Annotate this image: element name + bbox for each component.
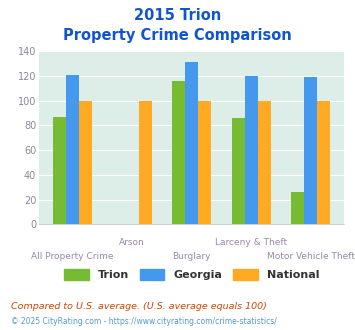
Bar xyxy=(291,192,304,224)
Text: Larceny & Theft: Larceny & Theft xyxy=(215,238,287,247)
Text: Property Crime Comparison: Property Crime Comparison xyxy=(63,28,292,43)
Bar xyxy=(317,101,331,224)
Legend: Trion, Georgia, National: Trion, Georgia, National xyxy=(60,264,323,285)
Text: Burglary: Burglary xyxy=(173,252,211,261)
Bar xyxy=(66,75,79,224)
Bar xyxy=(185,62,198,224)
Text: Compared to U.S. average. (U.S. average equals 100): Compared to U.S. average. (U.S. average … xyxy=(11,302,267,311)
Bar xyxy=(172,81,185,224)
Bar xyxy=(245,76,258,224)
Bar xyxy=(139,101,152,224)
Bar xyxy=(231,118,245,224)
Text: © 2025 CityRating.com - https://www.cityrating.com/crime-statistics/: © 2025 CityRating.com - https://www.city… xyxy=(11,317,277,326)
Bar xyxy=(79,101,92,224)
Bar xyxy=(304,77,317,224)
Text: 2015 Trion: 2015 Trion xyxy=(134,8,221,23)
Text: All Property Crime: All Property Crime xyxy=(31,252,114,261)
Bar xyxy=(53,117,66,224)
Bar xyxy=(258,101,271,224)
Text: Arson: Arson xyxy=(119,238,145,247)
Text: Motor Vehicle Theft: Motor Vehicle Theft xyxy=(267,252,355,261)
Bar xyxy=(198,101,211,224)
